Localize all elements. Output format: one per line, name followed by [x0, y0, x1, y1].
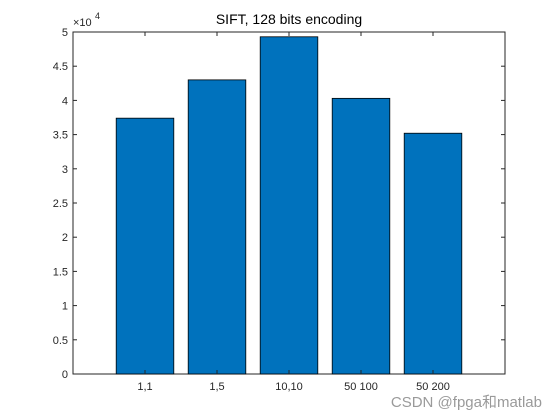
y-axis-exponent: ×10 4 [73, 11, 100, 29]
x-ticks-group: 1,1 1,5 10,10 50 100 50 200 [137, 32, 450, 393]
bar-1 [187, 79, 247, 375]
x-tick-label: 1,1 [137, 381, 152, 393]
y-tick-label: 2 [62, 232, 68, 244]
bar-2 [259, 36, 319, 375]
chart-title: SIFT, 128 bits encoding [216, 11, 362, 27]
watermark-text: CSDN @fpga和matlab [390, 394, 542, 411]
x-tick-label: 1,5 [209, 381, 224, 393]
y-exponent-base: ×10 [73, 17, 92, 29]
bar-4 [403, 132, 463, 375]
y-tick-label: 1 [62, 301, 68, 313]
y-tick-label: 2.5 [53, 198, 68, 210]
y-tick-label: 4.5 [53, 61, 68, 73]
x-tick-label: 50 100 [344, 381, 378, 393]
y-tick-label: 4 [62, 95, 68, 107]
y-exponent-power: 4 [95, 11, 100, 21]
bar-3 [331, 97, 391, 375]
bars-group [115, 36, 463, 375]
y-tick-label: 5 [62, 27, 68, 39]
y-tick-label: 1.5 [53, 266, 68, 278]
y-ticks-group: 0 0.5 1 1.5 2 2.5 3 3.5 4 4.5 5 [53, 27, 505, 381]
x-tick-label: 10,10 [275, 381, 303, 393]
y-tick-label: 0.5 [53, 335, 68, 347]
x-tick-label: 50 200 [416, 381, 450, 393]
y-tick-label: 0 [62, 369, 68, 381]
y-tick-label: 3 [62, 164, 68, 176]
bar-0 [115, 117, 175, 375]
y-tick-label: 3.5 [53, 130, 68, 142]
